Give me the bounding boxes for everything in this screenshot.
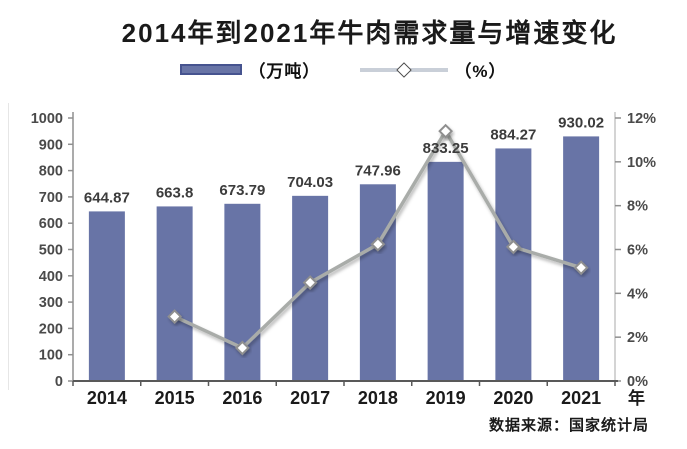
left-axis-label: 600 <box>39 216 63 232</box>
right-axis-label: 6% <box>627 243 648 259</box>
marker-diamond-2015 <box>167 309 183 324</box>
legend-item-line: （%） <box>360 57 506 82</box>
left-axis-label: 800 <box>39 164 63 180</box>
legend-label-bars: （万吨） <box>248 62 321 81</box>
bar-value-label-2014: 644.87 <box>84 189 130 206</box>
bar-value-label-2018: 747.96 <box>355 162 401 179</box>
x-axis-label-2014: 2014 <box>87 388 127 408</box>
x-axis-label-2020: 2020 <box>493 388 533 408</box>
right-axis-label: 0% <box>627 374 648 390</box>
bar-value-label-2019: 833.25 <box>423 140 469 157</box>
bar-2015 <box>156 206 193 381</box>
marker-diamond-2018 <box>370 236 386 252</box>
x-axis-label-2019: 2019 <box>426 388 466 408</box>
left-axis-label: 700 <box>39 190 63 206</box>
right-axis-label: 10% <box>627 155 656 171</box>
right-axis-label: 8% <box>627 199 648 215</box>
line-series-swatch <box>360 61 449 78</box>
x-axis-label-2018: 2018 <box>358 388 398 408</box>
legend: （万吨） （%） <box>0 57 687 82</box>
right-axis-label: 4% <box>627 286 648 302</box>
marker-diamond-2017 <box>302 275 318 291</box>
bar-2021 <box>563 136 600 381</box>
bar-value-label-2017: 704.03 <box>287 174 333 191</box>
bar-value-label-2016: 673.79 <box>219 182 265 199</box>
chart-title: 2014年到2021年牛肉需求量与增速变化 <box>121 18 618 48</box>
marker-diamond-2019 <box>438 123 454 139</box>
left-axis-label: 400 <box>39 269 63 285</box>
legend-label-line: （%） <box>454 62 507 81</box>
legend-item-bars: （万吨） <box>180 57 320 82</box>
marker-diamond-2021 <box>573 260 589 276</box>
bar-series-swatch <box>180 64 243 75</box>
x-axis-unit-suffix: 年 <box>628 388 645 408</box>
x-axis-label-2017: 2017 <box>290 388 330 408</box>
left-axis-label: 500 <box>39 243 63 259</box>
bar-2014 <box>88 211 125 381</box>
left-axis-label: 0 <box>55 374 63 390</box>
x-axis-label-2021: 2021 <box>561 388 601 408</box>
bar-2019 <box>427 161 464 381</box>
x-axis-label-2016: 2016 <box>222 388 262 408</box>
left-axis-label: 900 <box>39 137 63 153</box>
marker-diamond-2020 <box>505 239 521 255</box>
left-axis-label: 1000 <box>31 111 63 127</box>
left-axis-label: 300 <box>39 295 63 311</box>
bar-value-label-2015: 663.8 <box>156 184 194 201</box>
x-axis-label-2015: 2015 <box>155 388 195 408</box>
right-axis-label: 12% <box>627 111 656 127</box>
bar-2020 <box>495 148 532 381</box>
marker-diamond-2016 <box>234 340 250 356</box>
data-source: 数据来源：国家统计局 <box>488 417 649 434</box>
bar-value-label-2020: 884.27 <box>490 126 536 143</box>
left-axis-label: 100 <box>39 348 63 364</box>
bar-value-label-2021: 930.02 <box>558 114 604 131</box>
left-axis-label: 200 <box>39 321 63 337</box>
right-axis-label: 2% <box>627 330 648 346</box>
bar-2018 <box>359 184 396 381</box>
